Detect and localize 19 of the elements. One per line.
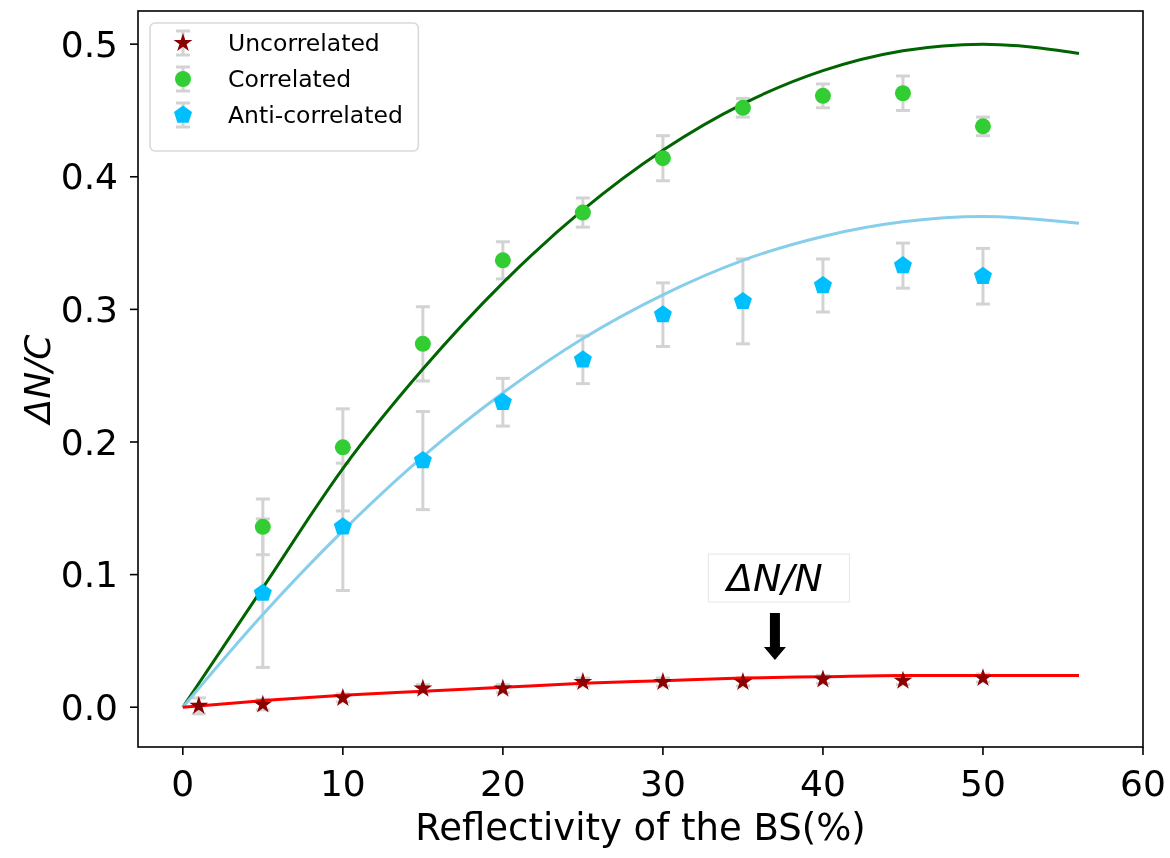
x-tick-label: 40 — [800, 763, 846, 804]
y-tick-label: 0.2 — [60, 421, 118, 463]
y-tick-label: 0.1 — [60, 554, 118, 596]
x-tick-label: 50 — [960, 763, 1006, 804]
x-tick-label: 20 — [479, 763, 526, 804]
legend-label: Uncorrelated — [228, 29, 380, 58]
y-tick-label: 0.3 — [60, 288, 118, 330]
y-axis-title: ΔN/C — [17, 333, 58, 427]
y-tick-label: 0.5 — [60, 23, 118, 65]
y-tick-label: 0.4 — [60, 156, 118, 198]
x-tick-label: 30 — [640, 763, 686, 804]
x-axis-title: Reflectivity of the BS(%) — [415, 806, 866, 849]
legend-label: Anti-correlated — [228, 101, 403, 130]
x-tick-label: 60 — [1120, 763, 1166, 804]
x-tick-label: 10 — [319, 763, 366, 804]
y-tick-label: 0.0 — [60, 686, 118, 728]
legend-label: Correlated — [228, 65, 352, 94]
x-tick-label: 0 — [171, 763, 195, 804]
annotation: ΔN/N — [724, 556, 823, 601]
